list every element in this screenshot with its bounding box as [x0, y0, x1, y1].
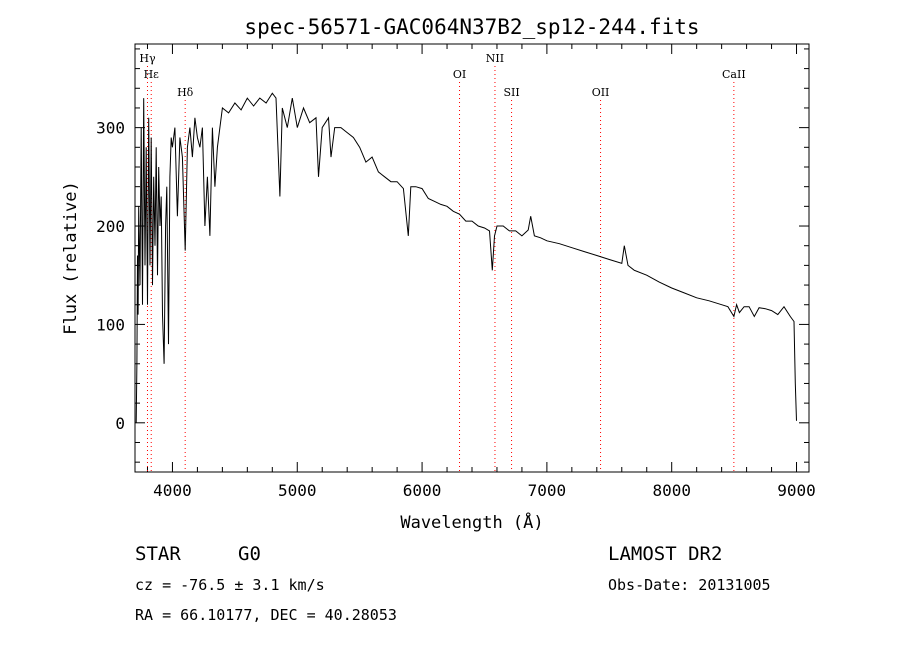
x-tick-label: 8000: [652, 481, 691, 500]
x-tick-label: 6000: [403, 481, 442, 500]
chart-title: spec-56571-GAC064N37B2_sp12-244.fits: [244, 15, 699, 39]
survey-label: LAMOST DR2: [608, 543, 722, 565]
line-label-SII: SII: [503, 86, 519, 99]
axis-ticks: [135, 44, 809, 472]
line-label-NII: NII: [486, 52, 504, 65]
line-label-Hε: Hε: [144, 68, 160, 81]
line-label-CaII: CaII: [722, 68, 746, 81]
x-tick-label: 7000: [528, 481, 567, 500]
y-tick-label: 300: [96, 119, 125, 138]
y-tick-label: 0: [115, 414, 125, 433]
line-label-Hγ: Hγ: [139, 52, 156, 65]
y-tick-label: 100: [96, 315, 125, 334]
line-label-OII: OII: [592, 86, 610, 99]
line-label-OI: OI: [453, 68, 466, 81]
x-tick-labels: 4000 5000 6000 7000 8000 9000: [153, 481, 816, 500]
redshift-cz: cz = -76.5 ± 3.1 km/s: [135, 576, 325, 594]
ra-dec-coords: RA = 66.10177, DEC = 40.28053: [135, 606, 397, 624]
object-subclass: G0: [238, 543, 261, 565]
emission-line-labels: Hγ Hε Hδ OI NII SII OII CaII: [139, 52, 745, 99]
obs-date: Obs-Date: 20131005: [608, 576, 771, 594]
x-tick-label: 9000: [777, 481, 816, 500]
y-axis-label: Flux (relative): [61, 181, 81, 335]
object-class: STAR: [135, 543, 181, 565]
x-tick-label: 4000: [153, 481, 192, 500]
y-tick-label: 200: [96, 217, 125, 236]
x-axis-label: Wavelength (Å): [400, 511, 543, 533]
spectrum-line: [135, 92, 797, 423]
y-tick-labels: 0 100 200 300: [96, 119, 125, 433]
x-tick-label: 5000: [278, 481, 317, 500]
line-label-Hδ: Hδ: [177, 86, 194, 99]
plot-frame: [134, 43, 810, 473]
emission-line-markers: [146, 66, 735, 472]
